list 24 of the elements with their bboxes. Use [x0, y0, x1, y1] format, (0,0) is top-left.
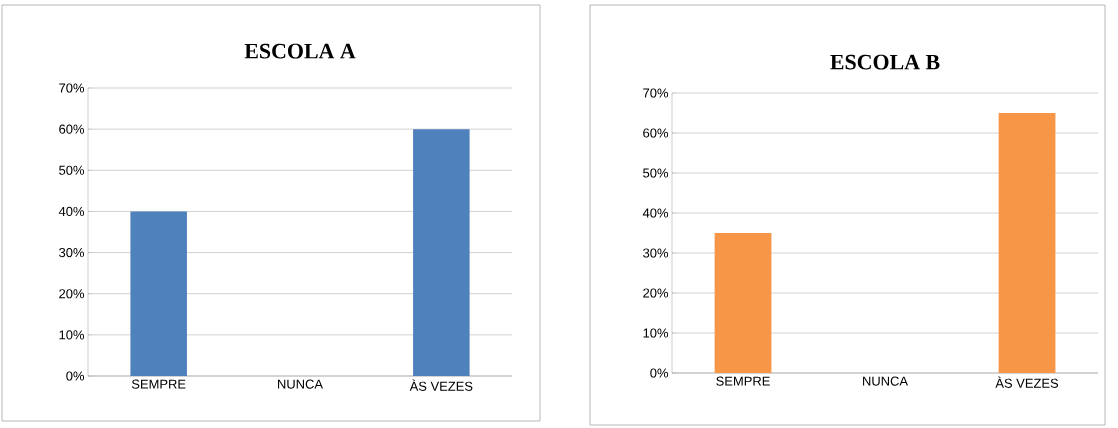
y-tick-label: 40% [58, 206, 85, 217]
y-tick-label: 70% [643, 88, 669, 98]
y-tick-label: 60% [59, 124, 85, 134]
x-tick-label: NUNCA [278, 379, 323, 389]
chart-title: ESCOLA B [830, 54, 940, 70]
x-tick-label: SEMPRE [131, 379, 186, 389]
y-tick-label: 10% [643, 328, 669, 338]
y-tick-label: 50% [643, 168, 669, 178]
y-tick-label: 30% [59, 247, 85, 258]
x-tick-label: ÀS VEZES [409, 379, 473, 391]
y-tick-label: 60% [643, 128, 669, 138]
chart-title: ESCOLA A [244, 43, 356, 59]
y-tick-label: 0% [66, 371, 85, 381]
y-tick-label: 40% [642, 208, 669, 218]
y-tick-label: 70% [59, 83, 85, 93]
y-tick-label: 30% [643, 248, 669, 258]
x-tick-label: SEMPRE [716, 376, 770, 386]
y-tick-label: 10% [59, 330, 85, 340]
x-tick-label: NUNCA [863, 376, 908, 386]
x-tick-label: ÀS VEZES [995, 376, 1059, 388]
y-tick-label: 50% [59, 165, 85, 175]
y-tick-label: 20% [59, 289, 85, 299]
y-tick-label: 0% [650, 368, 669, 378]
y-tick-label: 20% [643, 288, 669, 298]
